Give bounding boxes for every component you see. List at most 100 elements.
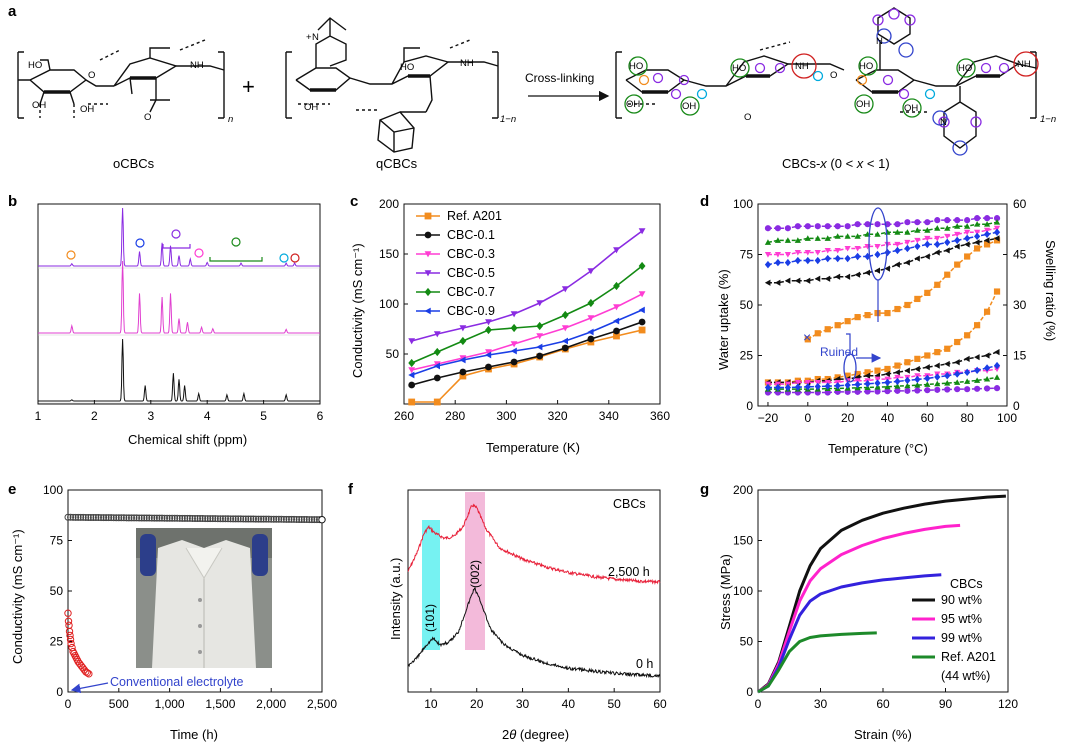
panel-f-title: CBCs — [613, 497, 646, 511]
c-line-cbc-0-1 — [411, 321, 643, 386]
c-point-cbc-0-3 — [561, 325, 569, 332]
c-point-cbc-0-7 — [613, 281, 620, 291]
e-point-conventional — [64, 609, 72, 617]
c-point-cbc-0-5 — [510, 311, 518, 318]
d-uptake-point-cbc-0-5 — [804, 223, 811, 230]
e-point-cbcs — [260, 515, 268, 523]
panel-d-right-ytick-label: 30 — [1013, 298, 1027, 312]
e-point-cbcs — [77, 513, 85, 521]
d-uptake-point-ref-a201 — [834, 322, 841, 329]
d-swelling-point-cbc-0-5 — [894, 387, 901, 394]
panel-c-ytick-label: 100 — [379, 297, 399, 311]
e-point-cbcs — [267, 515, 275, 523]
c-point-cbc-0-7 — [536, 321, 544, 331]
d-uptake-point-cbc-0-5 — [964, 217, 971, 224]
d-uptake-point-cbc-0-1 — [864, 269, 871, 276]
c-point-ref-a201 — [613, 332, 620, 340]
c-point-cbc-0-9 — [587, 328, 594, 336]
panel-e-ytick-label: 0 — [56, 685, 63, 699]
e-point-cbcs — [300, 516, 308, 524]
d-swelling-point-cbc-0-7 — [964, 378, 971, 384]
c-point-cbc-0-1 — [536, 352, 544, 360]
panel-e-stability: 0 500 1,000 1,500 2,000 2,500 0 25 50 75 100 Conve… — [10, 483, 337, 742]
c-point-cbc-0-5 — [587, 268, 595, 275]
d-uptake-point-cbc-0-3 — [964, 229, 971, 236]
g-legend-label-ref-a201-44-wt: Ref. A201 — [941, 650, 996, 664]
d-uptake-point-cbc-0-7 — [964, 223, 971, 229]
e-point-cbcs — [211, 515, 219, 523]
d-swelling-point-cbc-0-9 — [774, 383, 782, 392]
d-uptake-point-cbc-0-1 — [964, 241, 970, 248]
g-legend-label-99-wt: 99 wt% — [941, 631, 982, 645]
e-point-cbcs — [310, 516, 318, 524]
d-swelling-point-cbc-0-9 — [834, 382, 841, 390]
plus-sign: + — [242, 74, 255, 99]
panel-c-ytick-label: 50 — [386, 347, 400, 361]
d-swelling-line-cbc-0-5 — [767, 387, 998, 394]
e-point-cbcs — [158, 514, 166, 522]
c-point-cbc-0-9 — [561, 337, 568, 345]
c-point-cbc-0-5 — [485, 319, 492, 326]
site-circles — [624, 8, 1039, 156]
d-uptake-point-ref-a201 — [824, 326, 831, 333]
d-uptake-point-cbc-0-5 — [894, 221, 901, 228]
panel-c-legend: Ref. A201 CBC-0.1 CBC-0.3 CBC-0.5 CBC-0.7 CBC… — [416, 209, 502, 318]
d-swelling-point-cbc-0-5 — [884, 388, 891, 395]
d-swelling-point-cbc-0-5 — [944, 386, 951, 393]
d-swelling-point-cbc-0-1 — [934, 362, 940, 369]
d-uptake-point-ref-a201 — [864, 312, 871, 319]
d-swelling-point-cbc-0-9 — [854, 380, 861, 389]
lab-coat-photo — [136, 528, 272, 668]
d-swelling-point-cbc-0-9 — [894, 377, 901, 386]
d-uptake-point-cbc-0-9 — [964, 234, 971, 243]
d-uptake-point-cbc-0-3 — [924, 235, 931, 242]
e-point-cbcs — [255, 515, 262, 523]
d-uptake-point-ref-a201 — [954, 261, 961, 268]
product-oh-3: OH — [856, 99, 870, 110]
panel-g-xlabel: Strain (%) — [854, 727, 912, 742]
d-uptake-point-cbc-0-9 — [884, 248, 891, 257]
e-point-conventional — [65, 627, 74, 636]
d-uptake-point-cbc-0-9 — [814, 256, 821, 265]
panel-g-stress-strain: 0 30 60 90 120 0 50 100 150 200 CBCs 90 wt% 95 wt% 9… — [718, 483, 1018, 742]
d-uptake-point-cbc-0-9 — [824, 254, 831, 263]
d-uptake-point-cbc-0-5 — [974, 215, 981, 222]
panel-f-xtick-label: 10 — [424, 697, 438, 711]
reaction-label: Cross-linking — [525, 71, 594, 85]
d-swelling-point-cbc-0-7 — [924, 381, 931, 387]
e-point-cbcs — [72, 513, 80, 521]
d-swelling-point-ref-a201 — [844, 372, 851, 379]
d-uptake-point-cbc-0-3 — [983, 227, 991, 234]
panel-b-xtick-label: 4 — [204, 409, 211, 423]
d-swelling-line-cbc-0-1 — [767, 351, 998, 384]
d-swelling-point-cbc-0-5 — [974, 385, 981, 392]
panel-b-xtick-label: 5 — [260, 409, 267, 423]
d-uptake-point-cbc-0-9 — [993, 228, 1001, 236]
d-uptake-point-cbc-0-5 — [934, 217, 941, 224]
nmr-trace-qcbcs-middle — [38, 260, 320, 334]
d-swelling-point-cbc-0-5 — [983, 385, 991, 392]
d-uptake-point-cbc-0-5 — [824, 223, 831, 230]
panel-g-series — [757, 494, 1006, 694]
d-swelling-point-ref-a201 — [904, 359, 911, 366]
d-uptake-line-cbc-0-5 — [767, 217, 998, 229]
d-uptake-point-cbc-0-3 — [824, 247, 831, 254]
d-swelling-point-cbc-0-9 — [993, 361, 1001, 370]
d-swelling-point-cbc-0-5 — [964, 386, 971, 393]
panel-label-a: a — [8, 3, 17, 20]
e-point-cbcs — [280, 515, 288, 523]
d-uptake-point-cbc-0-5 — [814, 223, 821, 230]
panel-d-ylabel: Water uptake (%) — [716, 269, 731, 370]
d-swelling-point-cbc-0-9 — [814, 382, 821, 391]
e-point-cbcs — [188, 514, 196, 522]
product-ho-4: HO — [958, 63, 972, 74]
panel-label-f: f — [348, 481, 354, 498]
d-swelling-point-cbc-0-5 — [914, 387, 921, 394]
d-uptake-point-cbc-0-9 — [774, 258, 782, 267]
e-point-cbcs — [265, 515, 273, 523]
e-point-cbcs — [288, 515, 296, 523]
d-swelling-point-cbc-0-7 — [974, 377, 981, 383]
e-point-cbcs — [92, 514, 100, 522]
g-legend-label-90-wt: 90 wt% — [941, 593, 982, 607]
c-line-cbc-0-7 — [411, 265, 643, 364]
